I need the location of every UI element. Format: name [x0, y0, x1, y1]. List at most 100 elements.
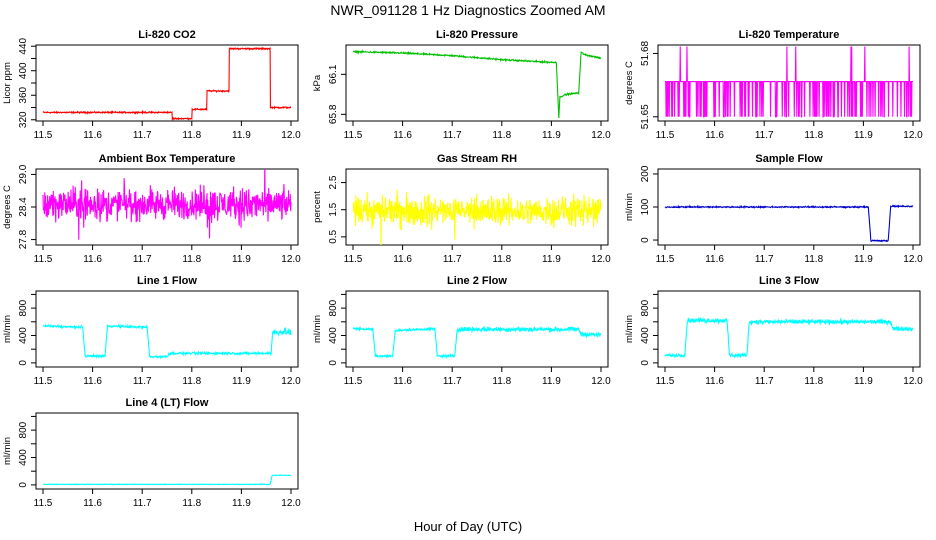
chart8-xtick-label-5: 12.0 — [903, 376, 923, 387]
chart1-xtick-label-5: 12.0 — [591, 130, 611, 141]
chart0-ytick-label-0: 320 — [18, 111, 29, 128]
chart6-xtick-label-0: 11.5 — [34, 376, 53, 387]
chart3-xtick-label-4: 11.9 — [232, 254, 251, 265]
chart9-xtick-label-5: 12.0 — [281, 498, 301, 509]
chart6-xtick-label-4: 11.9 — [232, 376, 251, 387]
chart9-title: Line 4 (LT) Flow — [126, 397, 209, 409]
chart8-ytick-label-4: 800 — [640, 299, 651, 316]
chart5-xtick-label-3: 11.8 — [804, 254, 823, 265]
chart0-ytick-label-2: 360 — [18, 86, 29, 103]
chart5-title: Sample Flow — [755, 153, 823, 165]
chart5-ytick-label-1: 100 — [640, 198, 651, 215]
chart2-ytick-label-1: 51.68 — [640, 40, 651, 65]
chart5-xtick-label-5: 12.0 — [903, 254, 923, 265]
chart0-xtick-label-4: 11.9 — [232, 130, 251, 141]
chart3-ytick-label-2: 29.0 — [18, 164, 29, 184]
chart6-title: Line 1 Flow — [137, 275, 197, 287]
chart4-xtick-label-4: 11.9 — [542, 254, 561, 265]
chart3-xtick-label-2: 11.7 — [133, 254, 152, 265]
chart0-ylabel: Licor ppm — [2, 62, 13, 104]
chart2-xtick-label-0: 11.5 — [656, 130, 675, 141]
figure-xlabel: Hour of Day (UTC) — [414, 519, 522, 534]
chart5-panel: Sample Flow 11.5 11.6 11.7 11.8 11.9 12.0 0 100 2… — [624, 153, 923, 265]
chart9-xtick-label-2: 11.7 — [133, 498, 152, 509]
chart0-ytick-label-6: 440 — [18, 37, 29, 54]
chart9-xtick-label-1: 11.6 — [83, 498, 102, 509]
chart2-ytick-label-0: 51.65 — [640, 104, 651, 129]
chart0-frame — [35, 44, 299, 122]
chart5-xtick-label-4: 11.9 — [854, 254, 873, 265]
chart1-ylabel: kPa — [312, 74, 323, 91]
chart1-xtick-label-0: 11.5 — [344, 130, 363, 141]
chart9-ytick-label-0: 0 — [18, 482, 29, 488]
chart7-xtick-label-4: 11.9 — [542, 376, 561, 387]
chart4-frame — [345, 168, 609, 246]
chart5-ylabel: ml/min — [624, 193, 635, 221]
chart2-frame — [657, 44, 921, 122]
chart1-ytick-label-1: 66.1 — [328, 64, 339, 84]
chart7-frame — [345, 290, 609, 368]
chart2-title: Li-820 Temperature — [739, 29, 840, 41]
chart7-panel: Line 2 Flow 11.5 11.6 11.7 11.8 11.9 12.0 0 400 8… — [312, 275, 611, 387]
chart6-series-line — [42, 323, 292, 360]
chart7-xtick-label-0: 11.5 — [344, 376, 363, 387]
chart1-xtick-label-4: 11.9 — [542, 130, 561, 141]
chart3-panel: Ambient Box Temperature 11.5 11.6 11.7 11.8 1… — [2, 153, 301, 265]
chart8-xtick-label-3: 11.8 — [804, 376, 823, 387]
chart0-ytick-label-4: 400 — [18, 62, 29, 79]
chart2-xtick-label-4: 11.9 — [854, 130, 873, 141]
chart1-panel: Li-820 Pressure 11.5 11.6 11.7 11.8 11.9 12.0 6… — [312, 29, 611, 141]
chart4-ylabel: percent — [312, 191, 323, 223]
chart0-xtick-label-0: 11.5 — [34, 130, 53, 141]
chart4-xtick-label-1: 11.6 — [393, 254, 412, 265]
chart3-title: Ambient Box Temperature — [99, 153, 236, 165]
chart2-ylabel: degrees C — [624, 61, 635, 105]
chart8-title: Line 3 Flow — [759, 275, 819, 287]
chart7-series-line — [352, 325, 602, 360]
chart7-ytick-label-2: 400 — [328, 327, 339, 344]
chart6-ytick-label-2: 400 — [18, 327, 29, 344]
chart5-ytick-label-0: 0 — [640, 237, 651, 243]
chart8-xtick-label-1: 11.6 — [705, 376, 724, 387]
chart4-xtick-label-0: 11.5 — [344, 254, 363, 265]
chart7-xtick-label-2: 11.7 — [443, 376, 462, 387]
chart5-xtick-label-0: 11.5 — [656, 254, 675, 265]
chart0-panel: Li-820 CO2 11.5 11.6 11.7 11.8 11.9 12.0 320 360… — [2, 29, 301, 141]
chart0-title: Li-820 CO2 — [138, 29, 195, 41]
chart7-title: Line 2 Flow — [447, 275, 507, 287]
chart1-title: Li-820 Pressure — [436, 29, 518, 41]
chart3-series-line — [42, 169, 292, 240]
chart5-ytick-label-2: 200 — [640, 165, 651, 182]
chart8-panel: Line 3 Flow 11.5 11.6 11.7 11.8 11.9 12.0 0 400 8… — [624, 275, 923, 387]
chart0-series-line — [42, 46, 292, 121]
chart1-series-line — [352, 49, 602, 119]
chart6-ytick-label-0: 0 — [18, 360, 29, 366]
chart7-xtick-label-1: 11.6 — [393, 376, 412, 387]
chart5-series-line — [664, 204, 914, 243]
chart0-xtick-label-1: 11.6 — [83, 130, 102, 141]
chart1-ytick-label-0: 65.8 — [328, 104, 339, 124]
chart6-xtick-label-5: 12.0 — [281, 376, 301, 387]
chart9-ytick-label-4: 800 — [18, 421, 29, 438]
chart4-xtick-label-5: 12.0 — [591, 254, 611, 265]
figure-title: NWR_091128 1 Hz Diagnostics Zoomed AM — [330, 2, 605, 18]
chart6-xtick-label-2: 11.7 — [133, 376, 152, 387]
chart6-ylabel: ml/min — [2, 315, 13, 343]
chart8-series-line — [664, 316, 914, 359]
chart8-ylabel: ml/min — [624, 315, 635, 343]
chart2-xtick-label-3: 11.8 — [804, 130, 823, 141]
chart0-xtick-label-3: 11.8 — [182, 130, 201, 141]
chart2-xtick-label-1: 11.6 — [705, 130, 724, 141]
chart7-xtick-label-5: 12.0 — [591, 376, 611, 387]
chart3-xtick-label-3: 11.8 — [182, 254, 201, 265]
chart4-xtick-label-2: 11.7 — [443, 254, 462, 265]
chart4-ytick-label-2: 2.5 — [328, 175, 339, 189]
chart4-xtick-label-3: 11.8 — [492, 254, 511, 265]
chart2-panel: Li-820 Temperature 11.5 11.6 11.7 11.8 11.9 12… — [624, 29, 923, 141]
chart7-ylabel: ml/min — [312, 315, 323, 343]
chart9-ytick-label-2: 400 — [18, 449, 29, 466]
chart4-series-line — [352, 189, 602, 245]
chart2-series-line — [665, 46, 913, 118]
panels: Li-820 CO2 11.5 11.6 11.7 11.8 11.9 12.0 320 360… — [2, 29, 923, 509]
